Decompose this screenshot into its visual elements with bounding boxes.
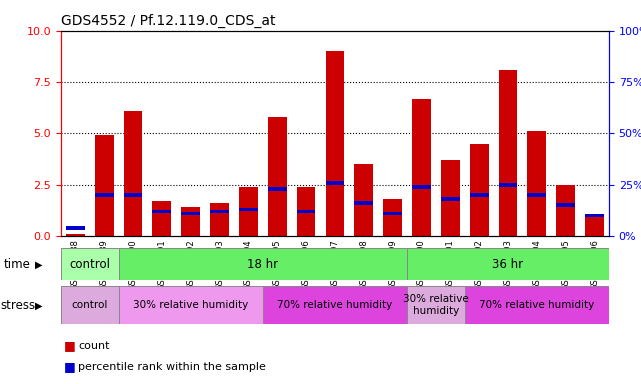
Bar xyxy=(263,286,407,324)
Bar xyxy=(499,183,517,187)
Text: stress: stress xyxy=(1,299,36,312)
Bar xyxy=(61,286,119,324)
Text: 18 hr: 18 hr xyxy=(247,258,278,270)
Bar xyxy=(66,234,85,236)
Text: 70% relative humidity: 70% relative humidity xyxy=(479,300,594,310)
Bar xyxy=(470,193,488,197)
Bar xyxy=(585,216,604,236)
Bar xyxy=(124,111,142,236)
Bar xyxy=(95,193,113,197)
Text: ▶: ▶ xyxy=(35,260,43,270)
Bar xyxy=(297,187,315,236)
Bar xyxy=(239,208,258,211)
Text: 30% relative
humidity: 30% relative humidity xyxy=(403,295,469,316)
Bar xyxy=(61,248,119,280)
Bar xyxy=(153,201,171,236)
Text: count: count xyxy=(78,341,110,351)
Bar xyxy=(181,207,200,236)
Bar xyxy=(268,117,287,236)
Text: 30% relative humidity: 30% relative humidity xyxy=(133,300,248,310)
Bar xyxy=(412,185,431,189)
Text: percentile rank within the sample: percentile rank within the sample xyxy=(78,362,266,372)
Bar xyxy=(528,193,546,197)
Bar xyxy=(181,212,200,215)
Bar xyxy=(153,210,171,214)
Bar xyxy=(441,197,460,201)
Bar xyxy=(407,286,465,324)
Text: ■: ■ xyxy=(64,339,76,352)
Bar xyxy=(95,136,113,236)
Bar xyxy=(585,214,604,217)
Bar xyxy=(210,210,229,214)
Bar xyxy=(465,286,609,324)
Text: GDS4552 / Pf.12.119.0_CDS_at: GDS4552 / Pf.12.119.0_CDS_at xyxy=(61,13,276,28)
Text: control: control xyxy=(69,258,110,270)
Bar xyxy=(556,204,575,207)
Bar xyxy=(239,187,258,236)
Bar xyxy=(407,248,609,280)
Bar xyxy=(66,226,85,230)
Bar xyxy=(210,203,229,236)
Bar xyxy=(556,185,575,236)
Text: time: time xyxy=(3,258,30,271)
Bar xyxy=(441,160,460,236)
Text: ▶: ▶ xyxy=(35,301,43,311)
Bar xyxy=(326,51,344,236)
Bar xyxy=(499,70,517,236)
Bar xyxy=(119,248,407,280)
Bar xyxy=(354,202,373,205)
Bar xyxy=(412,99,431,236)
Bar xyxy=(119,286,263,324)
Text: 70% relative humidity: 70% relative humidity xyxy=(278,300,392,310)
Bar xyxy=(268,187,287,191)
Bar xyxy=(297,210,315,214)
Bar xyxy=(383,212,402,215)
Text: 36 hr: 36 hr xyxy=(492,258,524,270)
Bar xyxy=(383,199,402,236)
Bar xyxy=(528,131,546,236)
Bar xyxy=(124,193,142,197)
Bar xyxy=(354,164,373,236)
Bar xyxy=(326,181,344,185)
Text: ■: ■ xyxy=(64,360,76,373)
Bar xyxy=(470,144,488,236)
Text: control: control xyxy=(72,300,108,310)
